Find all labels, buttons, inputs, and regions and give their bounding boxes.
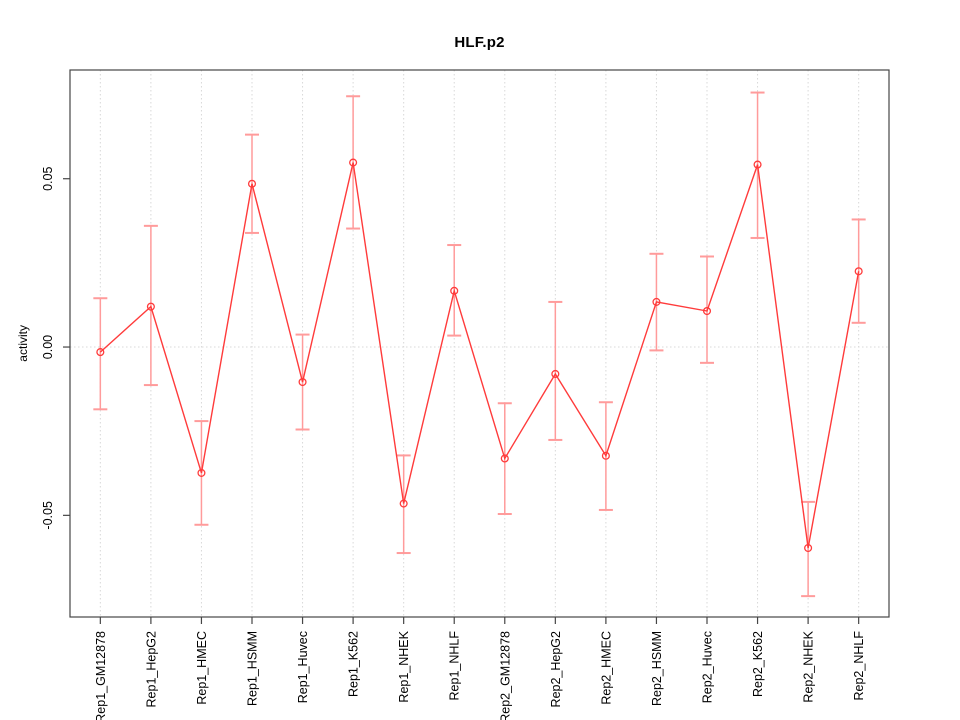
x-tick-label: Rep1_HMEC bbox=[195, 631, 209, 705]
x-tick-label: Rep2_HepG2 bbox=[549, 631, 563, 707]
x-tick-label: Rep2_HMEC bbox=[599, 631, 613, 705]
plot-border bbox=[69, 69, 890, 618]
x-tick-label: Rep2_HSMM bbox=[650, 631, 664, 706]
data-point-marker bbox=[298, 377, 307, 387]
data-point-marker bbox=[652, 297, 661, 306]
data-point-marker bbox=[702, 306, 712, 316]
x-tick-label: Rep1_Huvec bbox=[296, 631, 310, 703]
x-tick-label: Rep2_NHLF bbox=[852, 631, 866, 701]
series-line bbox=[99, 162, 860, 549]
x-tick-label: Rep1_GM12878 bbox=[94, 631, 108, 720]
x-tick-label: Rep1_NHLF bbox=[448, 631, 462, 701]
data-point-marker bbox=[601, 451, 610, 460]
x-tick-label: Rep2_K562 bbox=[751, 631, 765, 697]
x-tick-label: Rep1_HSMM bbox=[246, 631, 260, 706]
y-tick-label: 0.05 bbox=[41, 167, 55, 191]
data-point-marker bbox=[247, 179, 257, 188]
y-tick-label: 0.00 bbox=[41, 335, 55, 359]
data-point-marker bbox=[146, 302, 155, 311]
data-point-marker bbox=[96, 348, 105, 357]
chart-title: HLF.p2 bbox=[454, 34, 505, 51]
x-tick-label: Rep2_NHEK bbox=[802, 630, 816, 702]
x-tick-label: Rep2_GM12878 bbox=[498, 631, 512, 720]
data-point-marker bbox=[399, 499, 408, 508]
x-tick-label: Rep2_Huvec bbox=[701, 631, 715, 703]
data-point-marker bbox=[753, 160, 762, 169]
data-point-marker bbox=[450, 286, 459, 295]
x-tick-label: Rep1_HepG2 bbox=[144, 631, 158, 707]
x-tick-label: Rep1_K562 bbox=[347, 631, 361, 697]
data-point-marker bbox=[349, 158, 358, 167]
data-point-marker bbox=[804, 543, 813, 553]
data-point-marker bbox=[197, 468, 206, 477]
x-tick-label: Rep1_NHEK bbox=[397, 630, 411, 702]
y-tick-label: -0.05 bbox=[41, 501, 55, 530]
data-point-marker bbox=[854, 267, 863, 276]
data-point-marker bbox=[500, 454, 509, 463]
data-point-marker bbox=[551, 369, 560, 379]
